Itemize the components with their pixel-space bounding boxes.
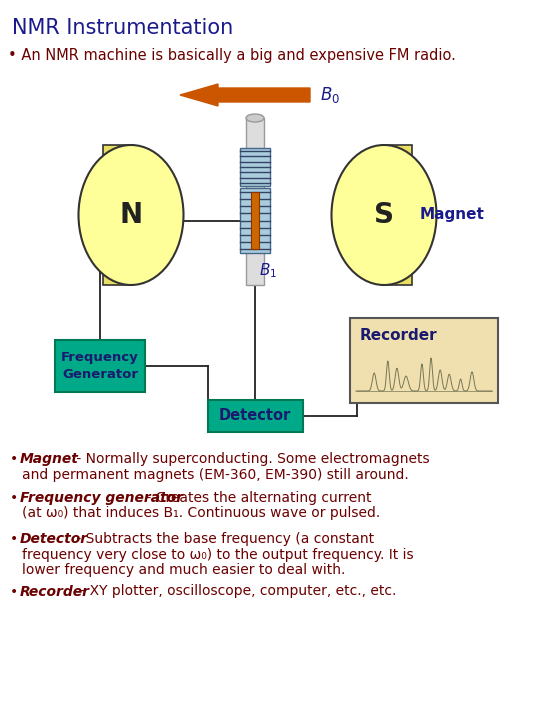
Bar (246, 118, 264, 285)
Text: (at ω₀) that induces B₁. Continuous wave or pulsed.: (at ω₀) that induces B₁. Continuous wave… (22, 506, 380, 521)
Text: •: • (10, 532, 23, 546)
Text: Magnet: Magnet (420, 207, 485, 222)
Text: S: S (374, 201, 394, 229)
Text: Magnet: Magnet (20, 452, 79, 466)
Bar (251, 192, 259, 249)
Bar (55, 340, 145, 392)
Text: •: • (10, 585, 23, 598)
Text: frequency very close to ω₀) to the output frequency. It is: frequency very close to ω₀) to the outpu… (22, 547, 414, 562)
Text: lower frequency and much easier to deal with.: lower frequency and much easier to deal … (22, 563, 346, 577)
Text: Detector: Detector (219, 408, 291, 423)
Text: - XY plotter, oscilloscope, computer, etc., etc.: - XY plotter, oscilloscope, computer, et… (76, 585, 396, 598)
Bar (350, 318, 498, 403)
Text: • An NMR machine is basically a big and expensive FM radio.: • An NMR machine is basically a big and … (8, 48, 456, 63)
Text: $B_1$: $B_1$ (259, 261, 277, 279)
Bar (208, 400, 303, 432)
Text: N: N (119, 201, 143, 229)
FancyArrow shape (180, 84, 310, 106)
Bar (384, 145, 412, 285)
Bar (103, 145, 131, 285)
Text: Detector: Detector (20, 532, 88, 546)
Bar (240, 148, 270, 186)
Text: •: • (10, 452, 23, 466)
Text: •: • (10, 491, 23, 505)
Bar (240, 188, 270, 253)
Text: NMR Instrumentation: NMR Instrumentation (12, 18, 233, 38)
Text: Generator: Generator (62, 369, 138, 382)
Ellipse shape (246, 114, 264, 122)
Text: - Subtracts the base frequency (a constant: - Subtracts the base frequency (a consta… (72, 532, 374, 546)
Ellipse shape (78, 145, 184, 285)
Text: - Normally superconducting. Some electromagnets: - Normally superconducting. Some electro… (72, 452, 430, 466)
Text: $B_0$: $B_0$ (320, 85, 340, 105)
Ellipse shape (332, 145, 436, 285)
Text: Recorder: Recorder (360, 328, 437, 343)
Text: Frequency: Frequency (61, 351, 139, 364)
Text: and permanent magnets (EM-360, EM-390) still around.: and permanent magnets (EM-360, EM-390) s… (22, 467, 409, 482)
Text: - Creates the alternating current: - Creates the alternating current (142, 491, 372, 505)
Text: Frequency generator: Frequency generator (20, 491, 183, 505)
Text: Recorder: Recorder (20, 585, 90, 598)
